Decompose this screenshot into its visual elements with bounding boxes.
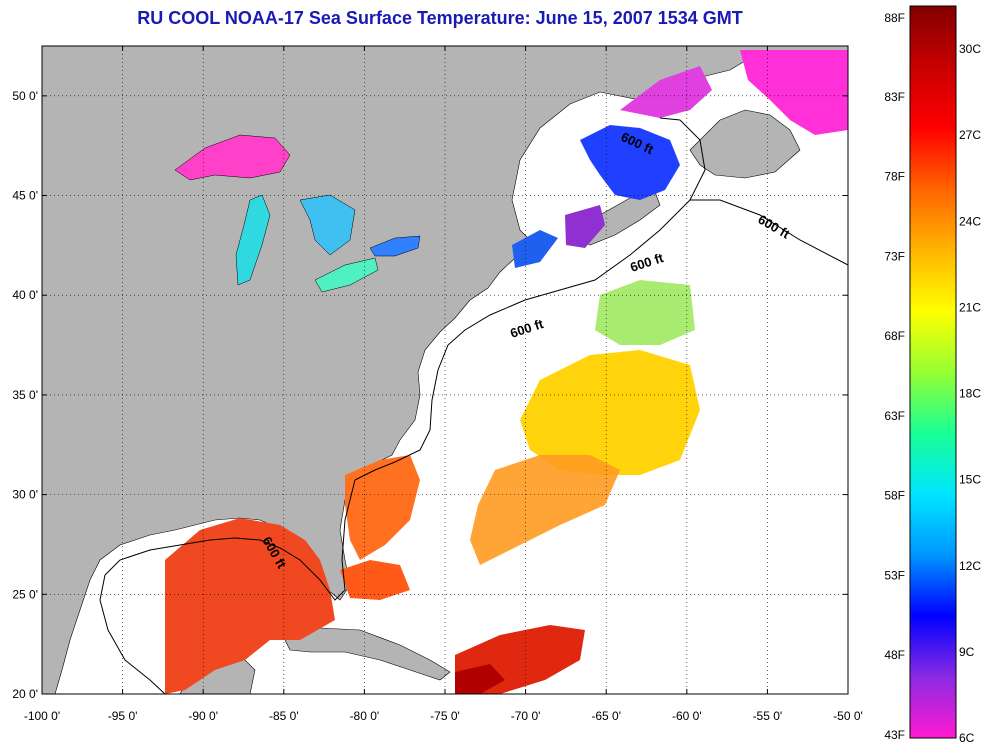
colorbar: [909, 5, 957, 739]
gulf-stream-sst-yellow: [520, 350, 700, 475]
lon-tick-label: -55 0': [753, 709, 783, 723]
colorbar-f-label: 43F: [884, 728, 905, 742]
lake-ontario: [369, 235, 421, 257]
gulf-of-st-lawrence-sst: [580, 125, 680, 200]
colorbar-f-label: 58F: [884, 489, 905, 503]
colorbar-c-label: 15C: [959, 473, 981, 487]
lat-tick-label: 50 0': [12, 89, 38, 103]
gulf-stream-sst-orange: [470, 455, 620, 565]
longitude-axis: -100 0' -95 0' -90 0' -85 0' -80 0' -75 0' -70…: [24, 46, 863, 723]
graticule-grid: [42, 46, 848, 694]
lat-tick-label: 35 0': [12, 388, 38, 402]
colorbar-c-label: 12C: [959, 559, 981, 573]
caribbean-deep-sst: [455, 664, 505, 694]
gulf-of-maine-sst: [565, 205, 605, 248]
colorbar-f-label: 83F: [884, 90, 905, 104]
gulf-of-mexico-sst: [165, 518, 335, 694]
labrador-sst: [740, 50, 848, 135]
lon-tick-label: -100 0': [24, 709, 60, 723]
colorbar-f-label: 48F: [884, 648, 905, 662]
colorbar-c-label: 9C: [959, 645, 975, 659]
lon-tick-label: -75 0': [430, 709, 460, 723]
lat-tick-label: 20 0': [12, 687, 38, 701]
isobath-600ft-gulf-line: [99, 479, 356, 694]
lon-tick-label: -80 0': [350, 709, 380, 723]
lake-erie: [314, 257, 379, 293]
north-america-landmass: [42, 46, 848, 694]
lat-tick-label: 45 0': [12, 189, 38, 203]
cuba-landmass: [284, 627, 451, 681]
mid-atlantic-sst-green: [595, 280, 695, 345]
colorbar-c-label: 30C: [959, 42, 981, 56]
colorbar-f-label: 53F: [884, 568, 905, 582]
newfoundland-landmass: [689, 109, 801, 179]
colorbar-f-label: 88F: [884, 11, 905, 25]
colorbar-f-label: 78F: [884, 170, 905, 184]
colorbar-celsius-scale: 30C 27C 24C 21C 18C 15C 12C 9C 6C: [959, 42, 981, 745]
colorbar-f-label: 73F: [884, 249, 905, 263]
lat-tick-label: 40 0': [12, 288, 38, 302]
lat-tick-label: 30 0': [12, 488, 38, 502]
colorbar-f-label: 63F: [884, 409, 905, 423]
se-coast-sst: [345, 455, 420, 560]
lake-superior: [174, 134, 291, 181]
st-lawrence-estuary-sst: [620, 66, 712, 118]
colorbar-c-label: 6C: [959, 731, 975, 745]
lon-tick-label: -95 0': [108, 709, 138, 723]
colorbar-c-label: 27C: [959, 128, 981, 142]
shelf-cool-sst: [512, 230, 558, 268]
florida-straits-sst: [340, 560, 410, 600]
lake-michigan: [235, 194, 271, 286]
lon-tick-label: -90 0': [188, 709, 218, 723]
lon-tick-label: -60 0': [672, 709, 702, 723]
colorbar-f-label: 68F: [884, 329, 905, 343]
latitude-axis: 50 0' 45 0' 40 0' 35 0' 30 0' 25 0' 20 0': [12, 89, 848, 701]
lon-tick-label: -85 0': [269, 709, 299, 723]
colorbar-c-label: 21C: [959, 300, 981, 314]
isobath-600ft-line: [354, 199, 848, 481]
colorbar-c-label: 18C: [959, 387, 981, 401]
lat-tick-label: 25 0': [12, 587, 38, 601]
isobath-600ft-north-line: [659, 117, 706, 201]
lake-huron: [299, 194, 356, 256]
lon-tick-label: -65 0': [591, 709, 621, 723]
colorbar-c-label: 24C: [959, 214, 981, 228]
map-title: RU COOL NOAA-17 Sea Surface Temperature:…: [137, 8, 743, 28]
lon-tick-label: -70 0': [511, 709, 541, 723]
lon-tick-label: -50 0': [833, 709, 863, 723]
colorbar-fahrenheit-scale: 88F 83F 78F 73F 68F 63F 58F 53F 48F 43F: [884, 11, 905, 742]
